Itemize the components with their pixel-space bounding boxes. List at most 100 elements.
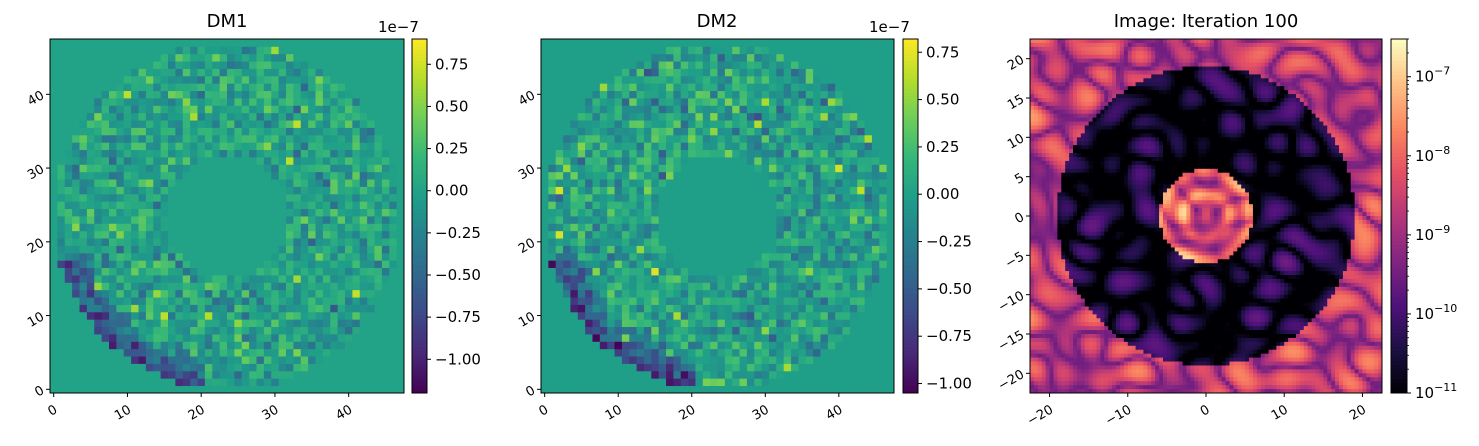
dm1-pixel [315, 370, 324, 379]
dm2-pixel [776, 267, 785, 276]
dm2-pixel [842, 157, 851, 165]
dm2-pixel [541, 157, 549, 165]
dm1-pixel [138, 75, 147, 84]
dm1-pixel [396, 193, 404, 202]
dm2-pixel [827, 282, 836, 291]
dm1-pixel [86, 142, 95, 151]
dm2-pixel [827, 127, 836, 136]
image-pixel [1370, 39, 1375, 44]
dm1-pixel [300, 105, 309, 114]
dm1-pixel [359, 142, 368, 151]
dm1-pixel [374, 363, 383, 372]
dm2-pixel [791, 193, 799, 202]
dm1-pixel [116, 179, 125, 187]
dm2-colorbar-segment [903, 134, 918, 139]
dm1-pixel [271, 238, 280, 246]
dm2-pixel [761, 252, 770, 261]
dm1-pixel [330, 164, 339, 173]
dm2-pixel [666, 120, 674, 128]
dm1-colorbar-segment [412, 276, 427, 281]
dm2-pixel [643, 112, 652, 121]
dm1-pixel [308, 61, 316, 69]
dm2-pixel [673, 304, 682, 313]
dm2-pixel [791, 341, 799, 350]
dm2-pixel [717, 134, 726, 143]
dm2-pixel [791, 98, 799, 106]
dm1-pixel [190, 149, 198, 158]
dm1-pixel [271, 46, 280, 55]
dm1-pixel [396, 164, 404, 173]
dm1-pixel [278, 201, 287, 210]
dm1-pixel [367, 208, 375, 217]
dm1-pixel [72, 75, 80, 84]
dm1-pixel [86, 385, 95, 393]
dm2-pixel [835, 260, 843, 269]
dm1-pixel [131, 171, 139, 180]
dm1-pixel [72, 53, 80, 62]
dm2-pixel [651, 230, 660, 239]
dm2-colorbar-segment [903, 131, 918, 136]
dm2-pixel [820, 53, 829, 62]
dm1-pixel [109, 363, 117, 372]
dm1-pixel [204, 179, 213, 187]
dm1-pixel [337, 164, 346, 173]
dm1-pixel [234, 275, 243, 283]
dm2-pixel [592, 289, 601, 298]
dm2-pixel [864, 164, 873, 173]
dm2-pixel [570, 201, 579, 210]
dm1-pixel [352, 356, 361, 364]
dm1-pixel [72, 134, 80, 143]
dm2-pixel [695, 252, 704, 261]
dm1-pixel [367, 348, 375, 357]
dm2-pixel [658, 98, 667, 106]
dm2-pixel [541, 385, 549, 393]
dm2-pixel [541, 304, 549, 313]
dm2-pixel [813, 378, 821, 387]
dm2-pixel [857, 267, 865, 276]
dm2-pixel [732, 245, 740, 254]
dm2-pixel [768, 326, 777, 335]
dm2-pixel [673, 260, 682, 269]
dm2-pixel [805, 363, 814, 372]
dm2-pixel [585, 164, 593, 173]
dm2-pixel [541, 149, 549, 158]
dm1-pixel [219, 98, 228, 106]
dm1-pixel [101, 216, 110, 224]
dm1-pixel [131, 105, 139, 114]
dm2-pixel [864, 341, 873, 350]
dm1-pixel [197, 230, 206, 239]
dm2-pixel [541, 245, 549, 254]
dm2-pixel [746, 260, 755, 269]
dm2-pixel [879, 164, 888, 173]
dm1-pixel [227, 356, 235, 364]
dm2-colorbar: −1.00−0.75−0.50−0.250.000.250.500.75 [902, 38, 972, 394]
dm1-pixel [72, 98, 80, 106]
dm2-pixel [783, 193, 792, 202]
dm1-colorbar-segment [412, 74, 427, 79]
dm1-pixel [234, 356, 243, 364]
dm2-pixel [695, 304, 704, 313]
dm2-pixel [849, 164, 858, 173]
dm1-pixel [123, 275, 132, 283]
dm2-pixel [754, 238, 763, 246]
dm2-pixel [541, 311, 549, 320]
dm1-pixel [131, 53, 139, 62]
dm2-pixel [879, 238, 888, 246]
dm1-pixel [396, 282, 404, 291]
dm2-pixel [879, 83, 888, 92]
dm2-pixel [879, 171, 888, 180]
dm2-pixel [871, 164, 880, 173]
dm2-pixel [592, 385, 601, 393]
dm1-pixel [160, 341, 169, 350]
dm1-pixel [315, 149, 324, 158]
dm1-pixel [153, 370, 162, 379]
dm2-pixel [739, 201, 748, 210]
dm2-pixel [555, 134, 564, 143]
dm2-pixel [629, 282, 637, 291]
dm1-pixel [271, 348, 280, 357]
dm1-pixel [94, 171, 103, 180]
dm1-pixel [263, 98, 272, 106]
dm1-pixel [64, 275, 73, 283]
dm2-colorbar-segment [903, 46, 918, 51]
dm2-pixel [673, 334, 682, 342]
